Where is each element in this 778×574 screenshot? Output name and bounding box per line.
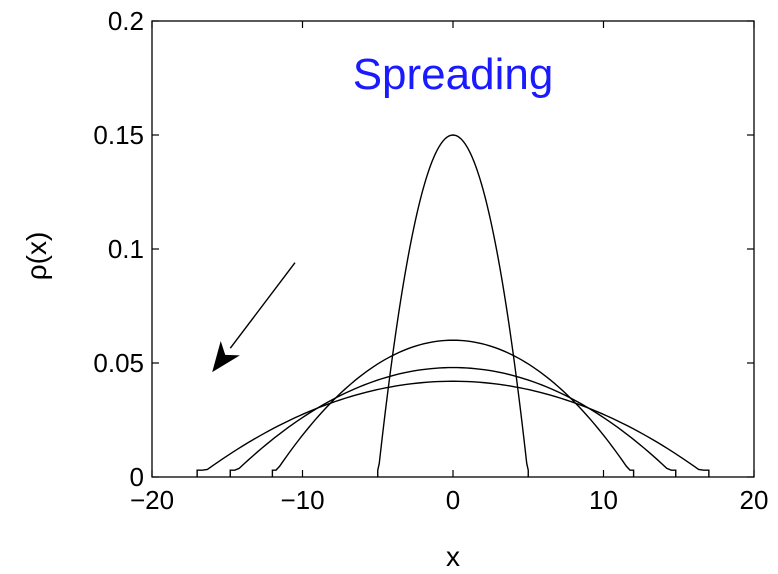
x-tick-label: 20 [740,485,769,515]
y-tick-label: 0.15 [93,120,144,150]
y-tick-label: 0.05 [93,348,144,378]
x-tick-label: 10 [589,485,618,515]
density-curve-3 [229,366,677,477]
y-tick-label: 0.2 [108,6,144,36]
x-tick-label: 0 [446,485,460,515]
density-curve-1 [377,134,529,477]
x-axis-label: x [446,541,460,572]
spreading-arrow-head [212,340,240,373]
x-tick-label: −20 [130,485,174,515]
y-tick-label: 0 [130,462,144,492]
chart-title: Spreading [353,50,554,99]
density-curve-2 [271,339,635,477]
spreading-arrow-shaft [229,262,296,349]
density-curve-4 [196,380,710,477]
y-tick-label: 0.1 [108,234,144,264]
x-tick-label: −10 [280,485,324,515]
y-axis-label: ρ(x) [21,232,52,281]
